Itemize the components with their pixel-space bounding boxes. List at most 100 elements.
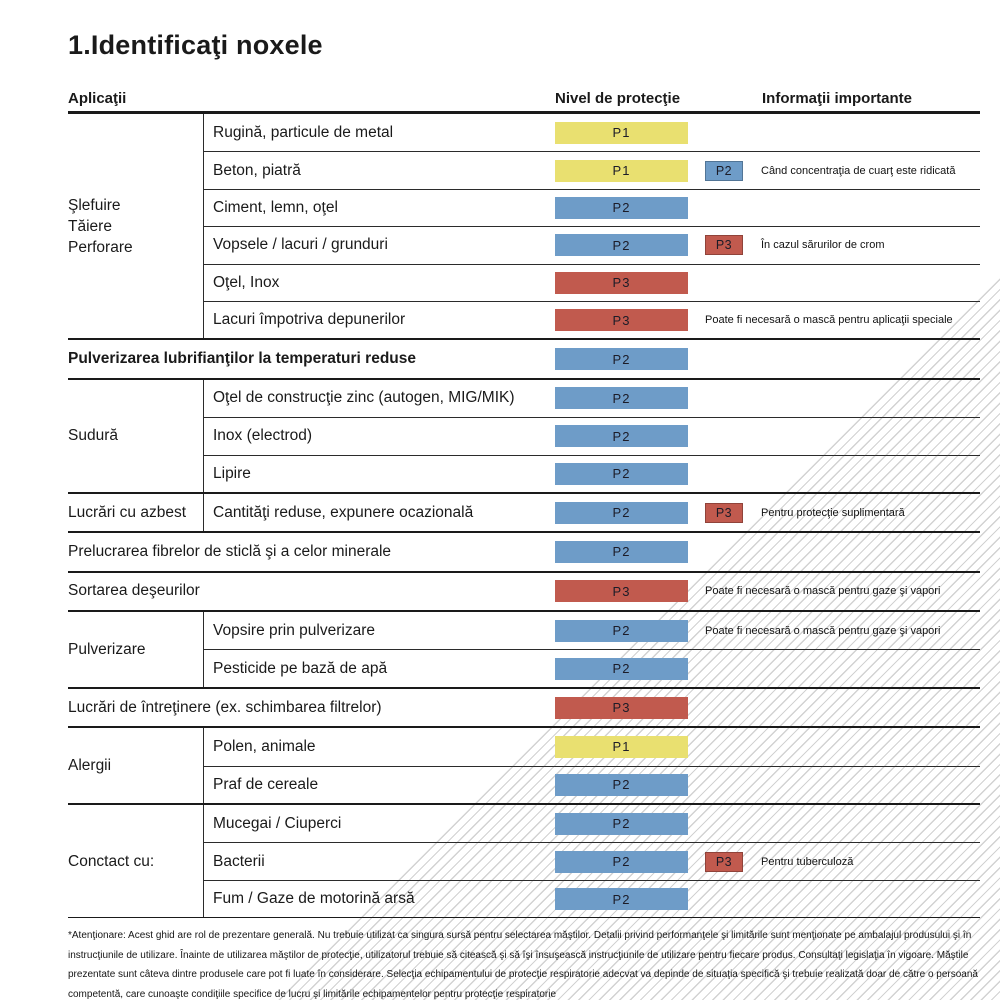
group-label: Pulverizare xyxy=(68,612,203,687)
group-label-line: Lucrări cu azbest xyxy=(68,504,187,522)
column-header-protection-level: Nivel de protecţie xyxy=(555,90,681,107)
table-group: Lucrări de întreţinere (ex. schimbarea f… xyxy=(68,686,980,726)
table-group: Pulverizare Vopsire prin pulverizare P2 Poa… xyxy=(68,610,980,687)
protection-level-bar: P2 xyxy=(555,850,688,873)
hazard-table: Şlefuire Tăiere Perforare Rugină, particule… xyxy=(68,111,980,919)
table-row: Pulverizarea lubrifianţilor la temperatu… xyxy=(68,340,980,377)
protection-level-bar: P1 xyxy=(555,159,688,182)
protection-level-bar: P3 xyxy=(555,309,688,332)
info-cell: P3 Pentru protecţie suplimentară xyxy=(688,502,980,523)
application-label: Beton, piatră xyxy=(213,161,301,179)
group-label-line: Alergii xyxy=(68,757,112,775)
info-cell: P2 Când concentraţia de cuarţ este ridica… xyxy=(688,160,980,181)
group-label-line: Sudură xyxy=(68,427,118,445)
table-row: Oţel de construcţie zinc (autogen, MIG/M… xyxy=(204,380,980,417)
info-cell: Poate fi necesară o mască pentru gaze şi… xyxy=(688,625,980,637)
protection-level-bar: P2 xyxy=(555,812,688,835)
table-group: Sortarea deşeurilor P3 Poate fi necesară o… xyxy=(68,570,980,610)
application-label: Lacuri împotriva depunerilor xyxy=(213,311,406,329)
table-row: Prelucrarea fibrelor de sticlă şi a celo… xyxy=(68,533,980,570)
group-rows: Polen, animale P1 Praf de cereale P2 xyxy=(203,728,980,804)
table-row: Rugină, particule de metal P1 xyxy=(204,114,980,151)
group-rows: Rugină, particule de metal P1 Beton, piatr… xyxy=(203,114,980,339)
table-row: Beton, piatră P1 P2 Când concentraţia de cu… xyxy=(204,151,980,188)
table-row: Vopsire prin pulverizare P2 Poate fi neces… xyxy=(204,612,980,649)
protection-level-bar: P2 xyxy=(555,462,688,485)
info-cell: P3 Pentru tuberculoză xyxy=(688,851,980,872)
group-label: Lucrări cu azbest xyxy=(68,494,203,531)
protection-level-bar: P2 xyxy=(555,888,688,910)
protection-level-bar: P2 xyxy=(555,425,688,448)
application-label: Polen, animale xyxy=(213,737,316,755)
group-label-line: Şlefuire xyxy=(68,196,121,214)
table-row: Vopsele / lacuri / grunduri P2 P3 În cazul … xyxy=(204,226,980,263)
protection-level-badge: P3 xyxy=(705,851,743,872)
application-label: Fum / Gaze de motorină arsă xyxy=(213,890,415,907)
protection-level-bar: P2 xyxy=(555,773,688,796)
protection-level-bar: P2 xyxy=(555,196,688,219)
info-text: Pentru tuberculoză xyxy=(761,855,854,868)
application-label: Sortarea deşeurilor xyxy=(68,582,200,600)
table-header: Aplicaţii Nivel de protecţie Informaţii … xyxy=(68,85,980,111)
application-label: Pulverizarea lubrifianţilor la temperatu… xyxy=(68,350,417,368)
application-label: Prelucrarea fibrelor de sticlă şi a celo… xyxy=(68,542,392,560)
protection-level-bar: P2 xyxy=(555,234,688,257)
column-header-important-info: Informaţii importante xyxy=(762,90,913,107)
group-label: Sudură xyxy=(68,380,203,492)
table-row: Polen, animale P1 xyxy=(204,728,980,765)
group-rows: Cantităţi reduse, expunere ocazională P2 P… xyxy=(203,493,980,532)
application-label: Mucegai / Ciuperci xyxy=(213,814,342,832)
protection-level-bar: P3 xyxy=(555,580,688,603)
protection-level-bar: P3 xyxy=(555,271,688,294)
footnote: *Atenţionare: Acest ghid are rol de prez… xyxy=(68,930,978,1000)
table-row: Lacuri împotriva depunerilor P3 Poate fi n… xyxy=(204,300,980,338)
info-cell: P3 În cazul sărurilor de crom xyxy=(688,235,980,256)
protection-level-bar: P1 xyxy=(555,735,688,758)
column-header-applications: Aplicaţii xyxy=(68,90,127,107)
group-label: Alergii xyxy=(68,728,203,803)
info-cell: Poate fi necesară o mască pentru gaze şi… xyxy=(688,585,980,597)
application-label: Oţel de construcţie zinc (autogen, MIG/M… xyxy=(213,389,515,407)
info-text: Poate fi necesară o mască pentru gaze şi… xyxy=(705,624,941,637)
protection-level-bar: P2 xyxy=(555,501,688,524)
application-label: Cantităţi reduse, expunere ocazională xyxy=(213,503,474,521)
table-row: Cantităţi reduse, expunere ocazională P2 P… xyxy=(204,494,980,531)
application-label: Inox (electrod) xyxy=(213,427,313,445)
group-label: Conctact cu: xyxy=(68,805,203,917)
info-text: Poate fi necesară o mască pentru gaze şi… xyxy=(705,585,941,598)
application-label: Vopsire prin pulverizare xyxy=(213,621,375,639)
protection-level-bar: P2 xyxy=(555,657,688,680)
table-row: Ciment, lemn, oţel P2 xyxy=(204,188,980,226)
protection-level-bar: P2 xyxy=(555,387,688,410)
group-label-line: Tăiere xyxy=(68,217,112,235)
info-text: Când concentraţia de cuarţ este ridicată xyxy=(761,164,956,177)
table-group: Conctact cu: Mucegai / Ciuperci P2 Bacterii… xyxy=(68,803,980,918)
info-text: Poate fi necesară o mască pentru aplicaţ… xyxy=(705,314,953,327)
application-label: Vopsele / lacuri / grunduri xyxy=(213,236,388,254)
protection-level-bar: P3 xyxy=(555,696,688,719)
application-label: Lucrări de întreţinere (ex. schimbarea f… xyxy=(68,698,382,716)
protection-level-bar: P2 xyxy=(555,619,688,642)
application-label: Lipire xyxy=(213,464,251,482)
protection-level-bar: P2 xyxy=(555,540,688,563)
application-label: Bacterii xyxy=(213,852,265,870)
protection-level-bar: P1 xyxy=(555,121,688,144)
table-group: Sudură Oţel de construcţie zinc (autogen,… xyxy=(68,377,980,492)
table-row: Oţel, Inox P3 xyxy=(204,263,980,301)
application-label: Rugină, particule de metal xyxy=(213,123,394,141)
table-row: Mucegai / Ciuperci P2 xyxy=(204,805,980,842)
group-rows: Vopsire prin pulverizare P2 Poate fi neces… xyxy=(203,612,980,687)
table-group: Şlefuire Tăiere Perforare Rugină, particule… xyxy=(68,114,980,339)
table-row: Inox (electrod) P2 xyxy=(204,417,980,454)
table-group: Prelucrarea fibrelor de sticlă şi a celo… xyxy=(68,531,980,570)
group-label-line: Pulverizare xyxy=(68,640,146,658)
group-rows: Oţel de construcţie zinc (autogen, MIG/M… xyxy=(203,379,980,492)
table-row: Lipire P2 xyxy=(204,454,980,492)
group-rows: Mucegai / Ciuperci P2 Bacterii P2 P3 Pentru t… xyxy=(203,805,980,918)
application-label: Ciment, lemn, oţel xyxy=(213,198,338,216)
table-group: Pulverizarea lubrifianţilor la temperatu… xyxy=(68,338,980,377)
application-label: Pesticide pe bază de apă xyxy=(213,659,388,677)
table-row: Sortarea deşeurilor P3 Poate fi necesară o… xyxy=(68,573,980,610)
group-label-line: Perforare xyxy=(68,238,133,256)
application-label: Praf de cereale xyxy=(213,775,319,793)
